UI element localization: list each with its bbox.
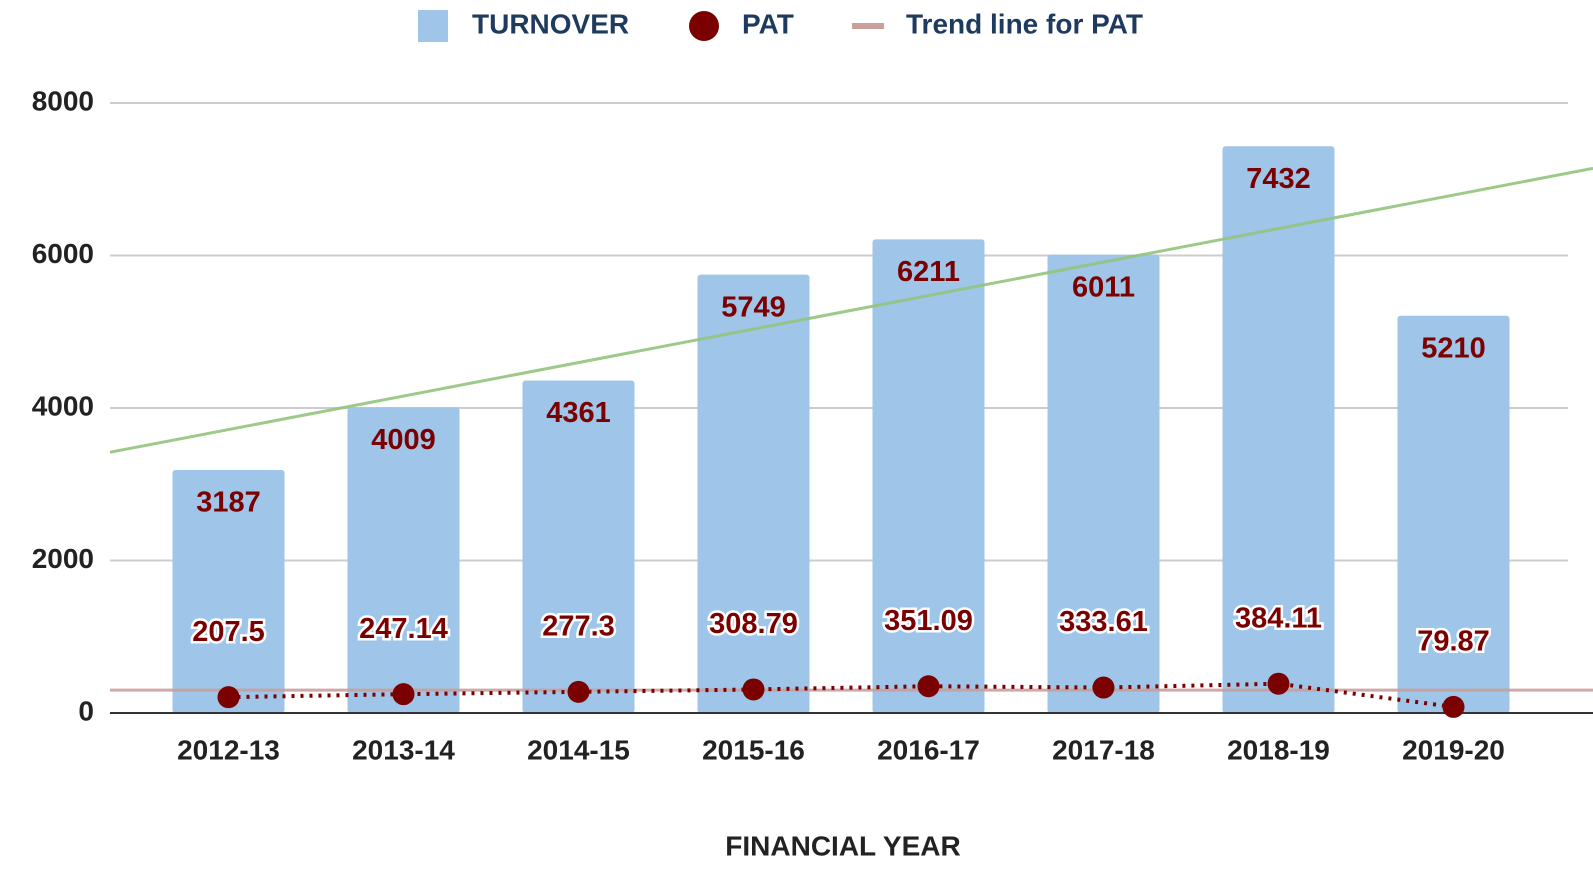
y-tick-label: 2000 (32, 543, 94, 574)
bar-value-label: 5749 (721, 291, 786, 323)
x-tick-label: 2018-19 (1227, 734, 1330, 765)
legend-label: TURNOVER (472, 8, 629, 39)
bar (172, 469, 285, 713)
bar (872, 239, 985, 713)
pat-value-label: 247.14 (359, 613, 448, 645)
legend-swatch (689, 11, 719, 41)
bar (1222, 146, 1335, 713)
x-tick-label: 2013-14 (352, 734, 455, 765)
x-tick-label: 2014-15 (527, 734, 630, 765)
pat-value-label: 333.61 (1059, 606, 1148, 638)
bar-value-label: 7432 (1246, 163, 1311, 195)
y-tick-label: 0 (78, 695, 94, 726)
x-axis-label: FINANCIAL YEAR (725, 830, 960, 861)
x-tick-label: 2015-16 (702, 734, 805, 765)
bar-value-label: 4361 (546, 397, 611, 429)
pat-value-label: 308.79 (709, 608, 798, 640)
pat-point (1267, 672, 1290, 695)
trend-line (109, 166, 1593, 454)
legend-label: PAT (742, 8, 794, 39)
pat-point (917, 675, 940, 698)
x-tick-label: 2012-13 (177, 734, 280, 765)
y-tick-label: 8000 (32, 85, 94, 116)
pat-value-label: 79.87 (1417, 626, 1490, 658)
pat-point (392, 683, 415, 706)
x-tick-label: 2016-17 (877, 734, 980, 765)
pat-point (742, 678, 765, 701)
pat-point (1442, 695, 1465, 718)
pat-value-label: 207.5 (192, 616, 265, 648)
pat-point (567, 680, 590, 703)
bar-value-label: 5210 (1421, 332, 1486, 364)
bar (522, 380, 635, 713)
pat-value-label: 384.11 (1235, 602, 1322, 634)
bar-value-label: 3187 (196, 487, 261, 519)
pat-point (217, 686, 240, 709)
y-tick-label: 6000 (32, 238, 94, 269)
bar-value-label: 6011 (1072, 271, 1135, 303)
pat-point (1092, 676, 1115, 699)
x-tick-label: 2017-18 (1052, 734, 1155, 765)
legend-swatch (418, 10, 448, 42)
pat-value-label: 351.09 (884, 605, 973, 637)
bar (1047, 254, 1160, 713)
x-tick-label: 2019-20 (1402, 734, 1505, 765)
legend-label: Trend line for PAT (906, 8, 1143, 39)
bar-value-label: 6211 (897, 256, 960, 288)
bar (697, 274, 810, 713)
bar (347, 407, 460, 713)
bar (1397, 315, 1510, 713)
pat-value-label: 277.3 (542, 611, 615, 643)
y-tick-label: 4000 (32, 390, 94, 421)
bar-value-label: 4009 (371, 424, 436, 456)
pat-line (228, 681, 1454, 709)
